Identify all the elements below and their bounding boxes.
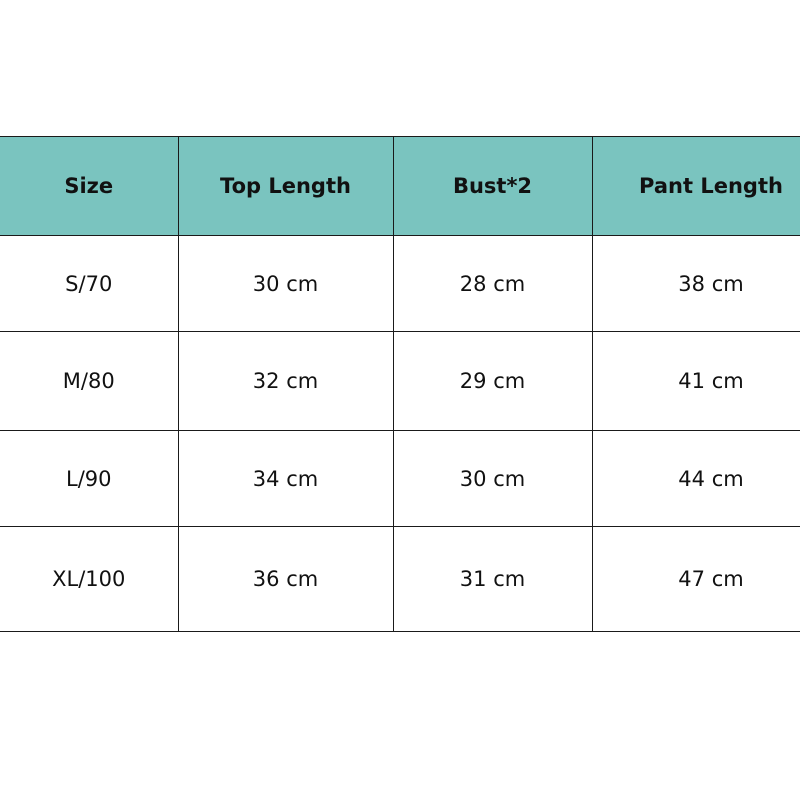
column-header: Top Length: [177, 136, 394, 236]
table-cell: XL/100: [0, 526, 179, 632]
column-header: Bust*2: [392, 136, 593, 236]
table-row: XL/100 36 cm 31 cm 47 cm: [0, 526, 800, 632]
table-cell: 41 cm: [591, 331, 800, 431]
table-row: S/70 30 cm 28 cm 38 cm: [0, 235, 800, 332]
table-row: M/80 32 cm 29 cm 41 cm: [0, 331, 800, 431]
table-cell: 32 cm: [177, 331, 394, 431]
table-cell: 28 cm: [392, 235, 593, 332]
column-header: Size: [0, 136, 179, 236]
table-cell: S/70: [0, 235, 179, 332]
table-cell: 38 cm: [591, 235, 800, 332]
table-cell: 30 cm: [177, 235, 394, 332]
table-cell: 47 cm: [591, 526, 800, 632]
table-cell: 36 cm: [177, 526, 394, 632]
header-row: Size Top Length Bust*2 Pant Length: [0, 136, 800, 236]
table-cell: 44 cm: [591, 430, 800, 527]
table-row: L/90 34 cm 30 cm 44 cm: [0, 430, 800, 527]
size-chart-table: Size Top Length Bust*2 Pant Length S/70 …: [0, 136, 800, 632]
table-cell: 30 cm: [392, 430, 593, 527]
table-cell: 29 cm: [392, 331, 593, 431]
table-cell: M/80: [0, 331, 179, 431]
column-header: Pant Length: [591, 136, 800, 236]
table-cell: L/90: [0, 430, 179, 527]
table-cell: 31 cm: [392, 526, 593, 632]
table-cell: 34 cm: [177, 430, 394, 527]
